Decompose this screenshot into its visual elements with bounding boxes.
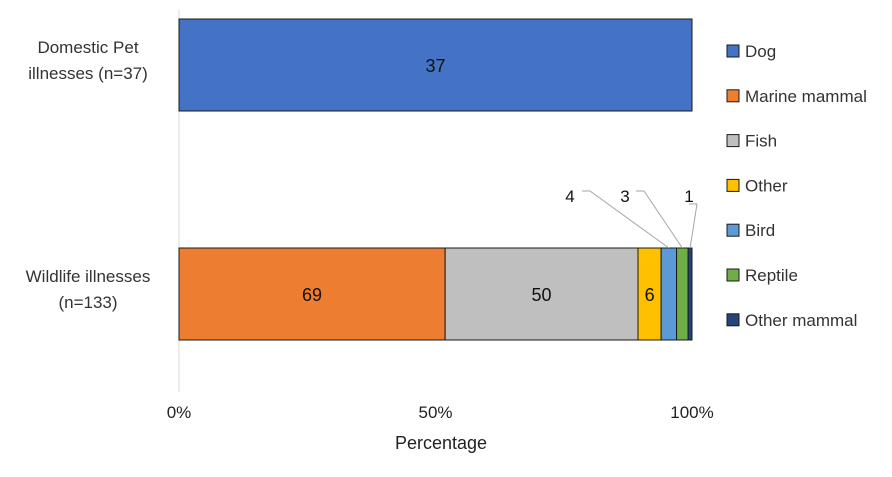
data-label-marine-mammal: 69	[302, 285, 322, 305]
legend-label: Other mammal	[745, 311, 857, 330]
legend-item-other: Other	[726, 176, 788, 195]
legend-swatch	[726, 89, 740, 103]
bar-segment-reptile	[676, 247, 689, 341]
category-label: Domestic Pet illnesses (n=37)	[28, 38, 148, 83]
legend-swatch	[726, 268, 740, 282]
legend-swatch	[726, 223, 740, 237]
axes-layer: 0% 50% 100% Domestic Pet illnesses (n=37) Wil…	[26, 10, 714, 422]
x-tick-label: 100%	[670, 403, 713, 422]
legend-item-reptile: Reptile	[726, 266, 798, 285]
legend-swatch	[726, 134, 740, 148]
legend-label: Other	[745, 176, 788, 195]
data-label-other: 6	[645, 285, 655, 305]
x-tick-label: 0%	[167, 403, 192, 422]
legend-item-bird: Bird	[726, 221, 775, 240]
x-tick-label: 50%	[418, 403, 452, 422]
legend-swatch	[726, 178, 740, 192]
data-label-dog: 37	[425, 56, 445, 76]
legend-item-dog: Dog	[726, 42, 776, 61]
bar-segment-fish	[444, 247, 639, 341]
data-label-bird: 4	[565, 187, 574, 206]
legend-label: Fish	[745, 132, 777, 151]
bar-segment-bird	[660, 247, 678, 341]
legend-item-fish: Fish	[726, 132, 777, 151]
legend-label: Dog	[745, 42, 776, 61]
legend-item-marine-mammal: Marine mammal	[726, 87, 867, 106]
leader-line-other-mammal	[689, 203, 698, 249]
legend-label: Bird	[745, 221, 775, 240]
legend-item-other-mammal: Other mammal	[726, 311, 857, 330]
legend-swatch	[726, 313, 740, 327]
data-label-reptile: 3	[620, 187, 629, 206]
leader-line-reptile	[636, 190, 683, 249]
x-axis-label: Percentage	[395, 433, 487, 453]
legend-swatch	[726, 44, 740, 58]
bar-segment-dog	[178, 18, 693, 112]
legend-label: Reptile	[745, 266, 798, 285]
bars-layer	[178, 18, 693, 341]
bar-segment-other-mammal	[687, 247, 693, 341]
leader-line-bird	[582, 190, 670, 249]
data-label-fish: 50	[532, 285, 552, 305]
legend: Dog Marine mammal Fish Other Bird Reptile Othe…	[726, 42, 867, 330]
labels-layer: 37 69 50 6 4 3 1	[302, 56, 698, 305]
category-label: Wildlife illnesses (n=133)	[26, 267, 151, 312]
legend-label: Marine mammal	[745, 87, 867, 106]
bar-segment-marine-mammal	[178, 247, 446, 341]
data-label-other-mammal: 1	[684, 187, 693, 206]
